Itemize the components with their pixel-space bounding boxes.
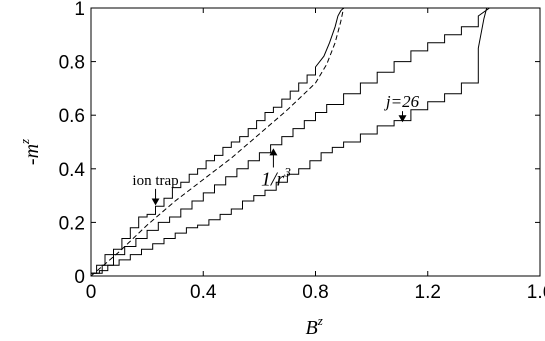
annotation-ion-trap: ion trap [132, 173, 179, 206]
y-tick-label: 0.8 [59, 53, 85, 74]
y-tick-label: 0.4 [59, 160, 86, 181]
series-line-3 [91, 7, 540, 274]
y-axis-label-sup: z [17, 139, 32, 145]
y-tick-label: 0 [74, 267, 85, 288]
plot-frame [90, 7, 541, 277]
y-axis-label: -mz [17, 139, 43, 165]
y-tick-label: 1 [74, 0, 85, 20]
series-line-2 [90, 7, 345, 277]
x-tick-label: 1.2 [415, 282, 441, 303]
series-line-1 [91, 7, 540, 274]
annotation-ion-trap-label: ion trap [132, 173, 178, 189]
x-axis-label: Bz [306, 313, 323, 339]
x-tick-label: 0.8 [302, 282, 328, 303]
y-tick-label: 0.2 [59, 213, 85, 234]
annotation-one-over-r-cubed-label: 1/r3 [261, 164, 291, 190]
axes-layer [90, 7, 541, 277]
annotation-j-26: j=26 [384, 92, 420, 123]
annotation-j-26-label: j=26 [384, 92, 420, 111]
ticks-layer: 0 0.4 0.8 1.2 1.6 0 0.2 0.4 0.6 0.8 1 [59, 0, 545, 303]
annotation-one-over-r-cubed: 1/r3 [261, 148, 291, 190]
x-tick-label: 1.6 [527, 282, 545, 303]
x-tick-label: 0 [86, 282, 97, 303]
annotation-text: 1/r [261, 168, 285, 190]
y-tick-label: 0.6 [59, 106, 85, 127]
y-axis-label-base: -m [21, 144, 43, 165]
series-layer [90, 7, 540, 277]
x-axis-label-sup: z [317, 313, 323, 328]
series-line-4 [91, 7, 540, 274]
annotation-layer: ion trap 1/r3 j=26 [132, 92, 420, 206]
x-tick-label: 0.4 [190, 282, 217, 303]
annotation-sup: 3 [283, 164, 291, 179]
x-axis-label-base: B [306, 317, 318, 339]
